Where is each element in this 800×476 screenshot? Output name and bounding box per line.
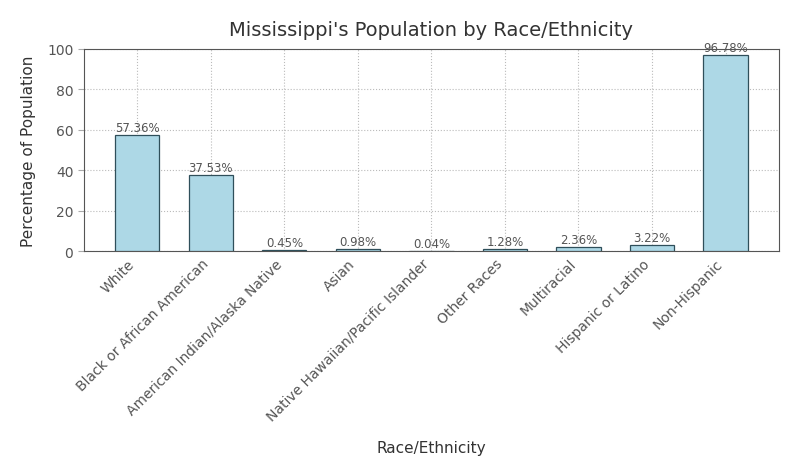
X-axis label: Race/Ethnicity: Race/Ethnicity — [377, 440, 486, 455]
Text: 2.36%: 2.36% — [560, 233, 597, 246]
Text: 0.04%: 0.04% — [413, 238, 450, 251]
Bar — [189, 176, 233, 252]
Bar — [483, 249, 527, 252]
Text: 96.78%: 96.78% — [703, 42, 748, 55]
Text: 57.36%: 57.36% — [115, 122, 160, 135]
Bar — [115, 136, 159, 252]
Text: 1.28%: 1.28% — [486, 235, 523, 248]
Text: 0.98%: 0.98% — [339, 236, 377, 249]
Text: 0.45%: 0.45% — [266, 237, 303, 250]
Bar — [557, 247, 601, 252]
Title: Mississippi's Population by Race/Ethnicity: Mississippi's Population by Race/Ethnici… — [230, 21, 634, 40]
Y-axis label: Percentage of Population: Percentage of Population — [21, 55, 36, 246]
Text: 37.53%: 37.53% — [189, 162, 233, 175]
Text: 3.22%: 3.22% — [634, 231, 670, 244]
Bar — [262, 251, 306, 252]
Bar — [630, 245, 674, 252]
Bar — [703, 56, 747, 252]
Bar — [336, 250, 380, 252]
